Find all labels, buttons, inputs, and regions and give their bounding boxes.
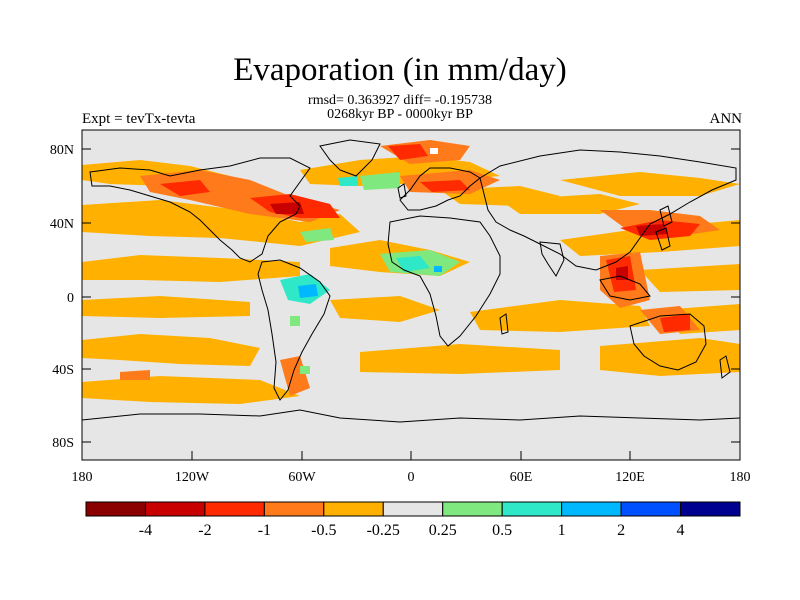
colorbar-box [263, 501, 325, 517]
colorbar-box [442, 501, 503, 517]
colorbar-label: -0.5 [311, 522, 336, 539]
lon-label-60e: 60E [510, 470, 533, 485]
lon-ticks [81, 451, 741, 460]
lat-label-0: 0 [67, 291, 74, 306]
colorbar-label: -0.25 [367, 522, 400, 539]
colorbar-box [204, 501, 265, 517]
colorbar-box [620, 501, 682, 517]
lon-label-0: 0 [408, 470, 415, 485]
lon-label-120w: 120W [175, 470, 210, 485]
colorbar-box [501, 501, 563, 517]
anomaly-hotspot-highlight [430, 148, 438, 154]
colorbar-box [561, 501, 622, 517]
anomaly-band-plus-0.5 [280, 176, 430, 304]
season-label: ANN [709, 111, 743, 127]
lat-labels: 80N 40N 0 40S 80S [50, 143, 74, 451]
colorbar-box [382, 501, 444, 517]
lon-label-60w: 60W [288, 470, 316, 485]
colorbar-box [680, 501, 741, 517]
lat-label-80s: 80S [52, 436, 74, 451]
lon-label-180e: 180 [730, 470, 751, 485]
colorbar-box [323, 501, 384, 517]
colorbar-label: -1 [258, 522, 271, 539]
anomaly-field [82, 139, 740, 423]
period-line: 0268kyr BP - 0000kyr BP [327, 107, 473, 122]
colorbar-labels: -4 -2 -1 -0.5 -0.25 0.25 0.5 1 2 4 [139, 522, 685, 539]
colorbar [85, 501, 741, 517]
lat-label-40s: 40S [52, 363, 74, 378]
colorbar-label: 4 [677, 522, 685, 539]
lon-label-180w: 180 [72, 470, 93, 485]
lat-label-80n: 80N [50, 143, 74, 158]
coastlines [82, 139, 740, 423]
colorbar-box [85, 501, 146, 517]
colorbar-label: 0.25 [429, 522, 457, 539]
colorbar-label: -4 [139, 522, 152, 539]
experiment-label: Expt = tevTx-tevta [82, 111, 196, 127]
lat-ticks [82, 148, 740, 443]
colorbar-label: 0.5 [492, 522, 512, 539]
lon-labels: 180 120W 60W 0 60E 120E 180 [72, 470, 751, 485]
colorbar-label: 2 [617, 522, 625, 539]
lat-label-40n: 40N [50, 217, 74, 232]
lon-label-120e: 120E [615, 470, 645, 485]
map-subtitle: rmsd= 0.363927 diff= -0.195738 0268kyr B… [0, 94, 800, 122]
map-title: Evaporation (in mm/day) [233, 52, 567, 88]
colorbar-box [144, 501, 206, 517]
anomaly-band-plus-1 [298, 266, 442, 298]
colorbar-label: 1 [558, 522, 566, 539]
stats-line: rmsd= 0.363927 diff= -0.195738 [308, 93, 492, 108]
colorbar-label: -2 [198, 522, 211, 539]
